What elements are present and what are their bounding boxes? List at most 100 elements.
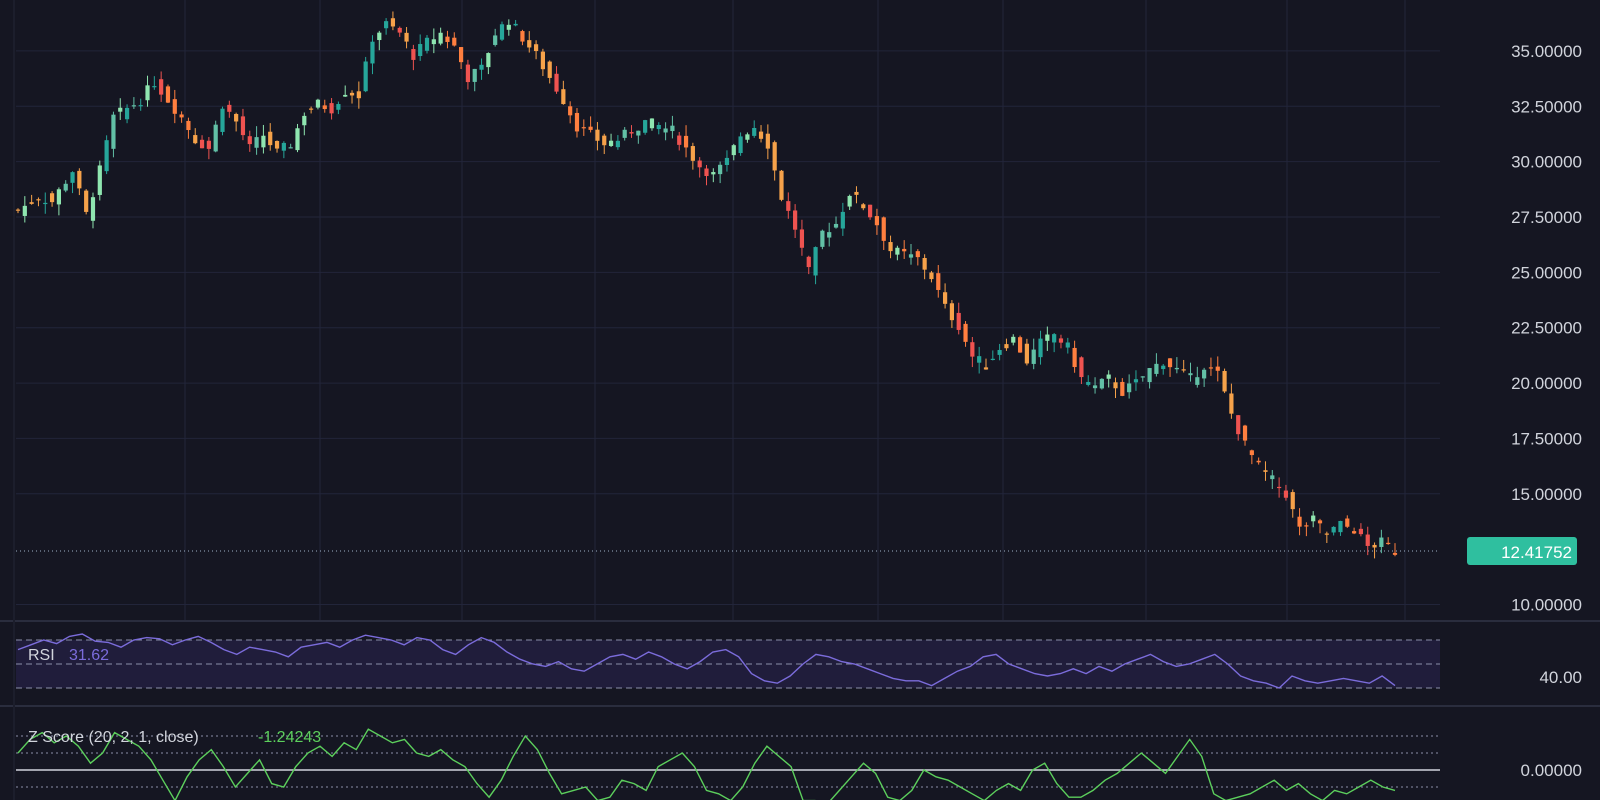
candle-body [1304,525,1309,527]
candle-body [1174,367,1179,370]
candle-body [840,211,845,229]
candle [1311,511,1316,528]
candle-body [1236,415,1241,435]
candle-body [547,61,552,78]
candle-body [833,223,839,228]
candle [1004,338,1009,351]
candle-body [431,39,436,45]
candle-body [1242,425,1248,441]
candle-body [1256,460,1261,463]
candle [499,21,505,42]
price-tick-label: 10.00000 [1511,596,1582,615]
candle-body [1079,357,1084,378]
rsi-label[interactable]: RSI [28,647,55,664]
candle-body [90,197,96,221]
candle [1331,526,1336,536]
candle [915,249,920,266]
candle [1236,415,1241,441]
candle-body [963,323,968,342]
candle-body [193,135,198,144]
candle-body [554,73,559,92]
candle-body [622,129,627,138]
candle-body [1317,520,1323,524]
candle [445,30,450,49]
candle-body [159,79,164,95]
candle-body [1351,531,1357,534]
candle [268,123,273,151]
candle-body [922,258,927,270]
candle [683,125,689,158]
candle [568,101,573,124]
candle [793,204,798,239]
candle-body [1290,492,1295,510]
zscore-label[interactable]: Z Score (20, 2, 1, close) [28,729,199,746]
candle-body [486,53,491,68]
candle-body [745,134,750,140]
candle-body [1324,533,1329,535]
candle-body [1338,520,1343,533]
last-price-badge: 12.41752 [1467,536,1577,565]
candle [506,19,511,36]
candle-body [527,40,532,48]
candle [806,255,811,275]
candle [690,142,695,170]
candle-body [813,247,818,276]
candle [1277,477,1282,498]
price-pane [15,11,1440,559]
candle [1222,368,1227,394]
candle [990,350,995,361]
candle-body [1365,534,1370,546]
candle-body [288,147,293,149]
candle-body [1188,373,1193,376]
candle-body [138,105,143,107]
candle [63,180,68,193]
candle-body [643,120,648,133]
candle-body [377,32,382,41]
candle [547,60,552,84]
candle-body [206,140,211,149]
candle [1372,542,1377,559]
candle [363,56,368,93]
candle-body [854,191,859,195]
candle [199,135,205,149]
candle-body [874,216,880,226]
candle-body [445,36,450,42]
candle [77,168,82,196]
candle-body [765,133,770,149]
candle [881,216,886,250]
candle-body [1372,544,1377,548]
candle [1086,375,1091,387]
candle-body [561,89,566,105]
candle [758,125,764,143]
candle-body [384,21,389,29]
candle [813,246,818,285]
candle [1099,378,1104,390]
candle [677,131,682,151]
candle-body [881,217,886,241]
candle [949,300,955,328]
candle-body [595,129,600,141]
candle [970,336,975,368]
candle [1072,340,1077,373]
candle-body [77,170,82,189]
candle [56,187,62,216]
candle [479,58,484,80]
candle-body [411,49,416,60]
candle-body [213,124,218,152]
candle [458,47,464,70]
candle-body [970,342,975,357]
candle [833,216,839,229]
candle [738,132,743,156]
candle-body [670,125,675,132]
candle [731,143,736,161]
candle [1024,338,1029,366]
candle [629,125,634,138]
candle [670,115,675,139]
candle-body [118,107,123,112]
candle-body [1031,349,1036,364]
candle [22,196,27,223]
rsi-line [17,633,1396,689]
candle [997,343,1002,361]
candle [384,18,389,35]
